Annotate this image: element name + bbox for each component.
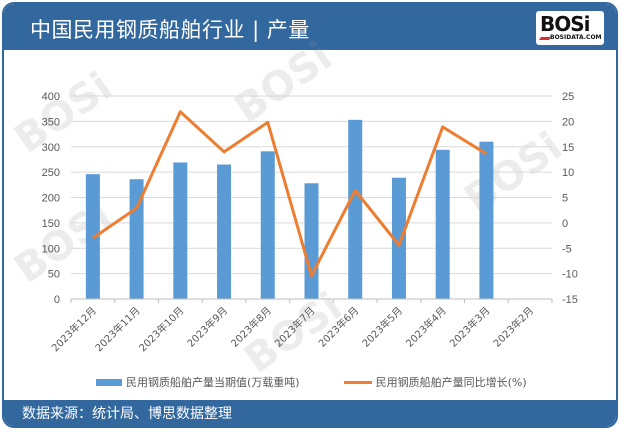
x-tick-label: 2023年3月 [447, 304, 493, 350]
y-axis-right: -15 -10 -5 0 5 10 15 20 25 [562, 91, 578, 306]
logo-text: BOSi [540, 12, 591, 36]
y-right-tick-label: 10 [562, 167, 574, 179]
footer-bar: 数据来源：统计局、博思数据整理 [4, 400, 616, 426]
bar [391, 177, 406, 299]
y-right-tick-label: 20 [562, 116, 574, 128]
x-tick-label: 2023年11月 [92, 304, 142, 354]
y-left-tick-label: 200 [42, 193, 60, 205]
x-tick-label: 2023年12月 [49, 304, 99, 354]
bar [435, 149, 450, 299]
y-axis-left: 0 50 100 150 200 250 300 350 400 [42, 91, 60, 306]
legend-bar-label: 民用钢质船舶产量当期值(万载重吨) [126, 376, 300, 389]
data-source: 数据来源：统计局、博思数据整理 [22, 406, 232, 422]
y-right-tick-label: 25 [562, 91, 574, 103]
x-tick-label: 2023年4月 [403, 304, 449, 350]
line-swatch-icon [343, 380, 372, 384]
x-tick-label: 2023年7月 [272, 304, 318, 350]
y-right-tick-label: 0 [562, 218, 568, 230]
x-tick-label: 2023年2月 [490, 304, 536, 350]
bar [304, 183, 319, 299]
x-tick-label: 2023年6月 [316, 304, 362, 350]
y-left-tick-label: 350 [42, 116, 60, 128]
legend-item-line: 民用钢质船舶产量同比增长(%) [343, 374, 527, 390]
bar-swatch-icon [96, 378, 122, 386]
bosi-logo: BOSi BOSIDATA.COM [536, 11, 604, 45]
y-right-tick-label: 5 [562, 193, 568, 205]
bar-series [85, 119, 494, 299]
y-right-tick-label: -15 [562, 294, 578, 306]
y-left-tick-label: 50 [48, 269, 60, 281]
legend-item-bar: 民用钢质船舶产量当期值(万载重吨) [96, 374, 300, 390]
header-bar: 中国民用钢质船舶行业 | 产量 BOSi BOSIDATA.COM [4, 4, 616, 50]
legend-line-label: 民用钢质船舶产量同比增长(%) [375, 376, 527, 389]
y-right-tick-label: 15 [562, 142, 574, 154]
bar [173, 162, 188, 299]
x-tick-label: 2023年9月 [184, 304, 230, 350]
bar [348, 119, 363, 299]
y-left-tick-label: 250 [42, 167, 60, 179]
chart-card: 中国民用钢质船舶行业 | 产量 BOSi BOSIDATA.COM 数据来源：统… [2, 2, 618, 428]
y-right-tick-label: -10 [562, 269, 578, 281]
bar [260, 151, 275, 299]
bar [217, 164, 232, 299]
line-series [92, 110, 488, 278]
x-tick-label: 2023年5月 [359, 304, 405, 350]
x-tick-label: 2023年8月 [228, 304, 274, 350]
x-tick-label: 2023年10月 [136, 304, 186, 354]
y-left-tick-label: 400 [42, 91, 60, 103]
y-left-tick-label: 100 [42, 243, 60, 255]
y-right-tick-label: -5 [562, 243, 572, 255]
y-left-tick-label: 0 [54, 294, 60, 306]
legend: 民用钢质船舶产量当期值(万载重吨) 民用钢质船舶产量同比增长(%) [96, 374, 571, 390]
logo-subtext: BOSIDATA.COM [550, 34, 602, 41]
bar [479, 141, 494, 299]
chart-title: 中国民用钢质船舶行业 | 产量 [30, 18, 310, 42]
y-left-tick-label: 150 [42, 218, 60, 230]
y-left-tick-label: 300 [42, 142, 60, 154]
